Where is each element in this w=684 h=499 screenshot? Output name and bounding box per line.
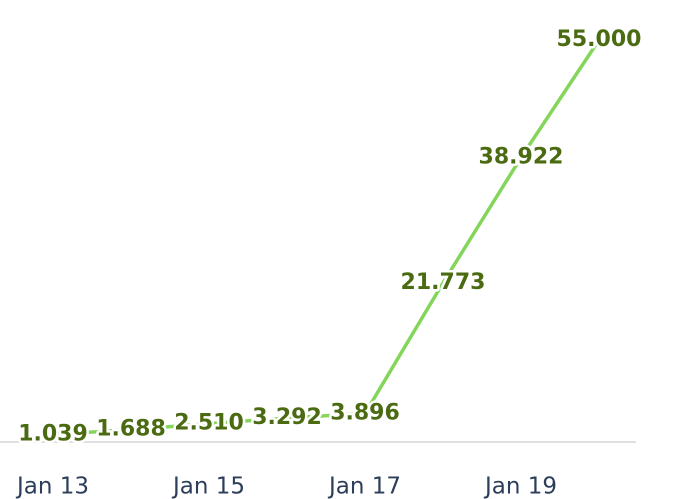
data-label: 55.000: [557, 27, 642, 52]
data-label: 3.896: [330, 401, 400, 426]
x-tick-label: Jan 13: [15, 474, 89, 499]
x-tick-label: Jan 17: [327, 474, 401, 499]
data-label: 1.688: [96, 417, 166, 442]
data-label: 3.292: [252, 405, 322, 430]
x-tick-label: Jan 15: [171, 474, 245, 499]
line: [52, 39, 601, 437]
data-label: 1.039: [18, 421, 88, 446]
data-label: 2.510: [174, 411, 244, 436]
x-tick-label: Jan 19: [483, 474, 557, 499]
data-label: 38.922: [479, 145, 564, 170]
data-label: 21.773: [401, 270, 486, 295]
